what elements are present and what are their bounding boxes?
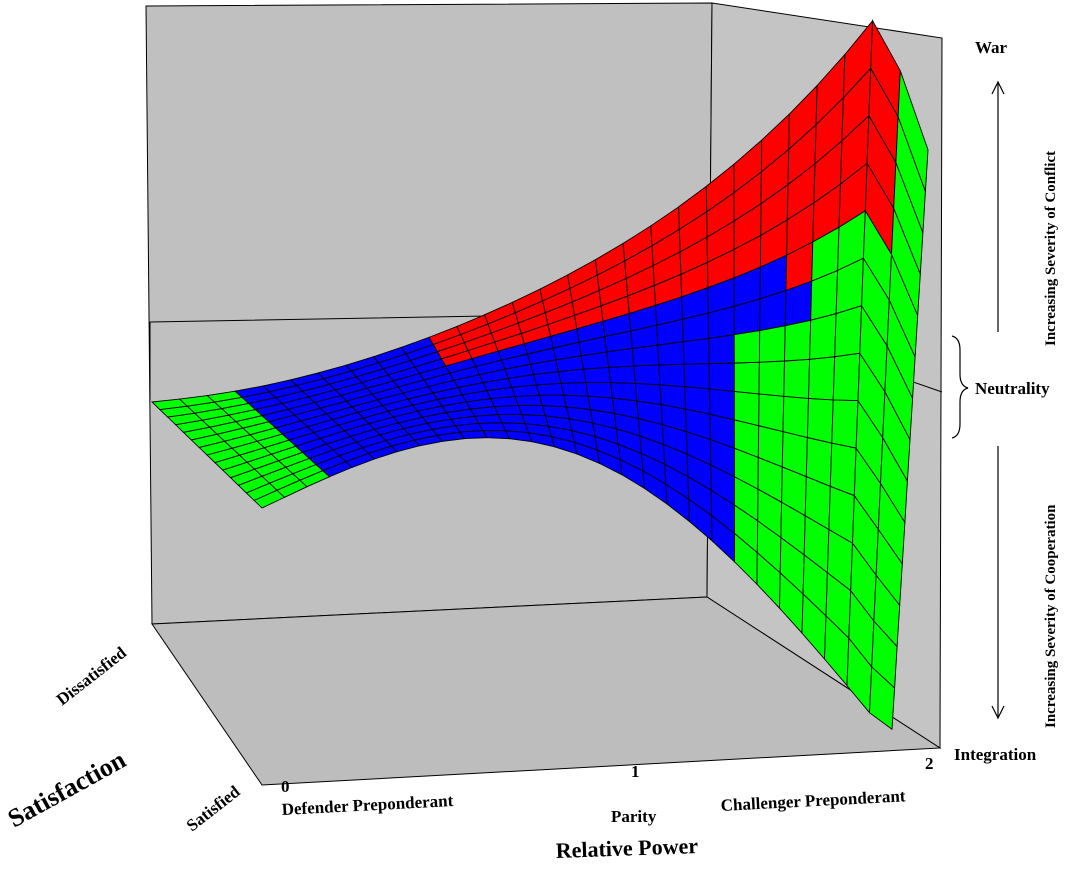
- surface-cell-230: [608, 365, 636, 384]
- surface-cell-342: [808, 356, 836, 401]
- surface-cell-243: [634, 382, 662, 406]
- surface-cell-271: [684, 386, 711, 415]
- surface-cell-356: [832, 352, 861, 402]
- surface-cell-172: [514, 394, 544, 406]
- surface-mesh: [150, 19, 929, 731]
- x-tick-caption-1: Parity: [611, 807, 657, 826]
- surface-cell-155: [501, 422, 530, 434]
- surface-cell-285: [709, 388, 735, 421]
- x-tick-caption-2: Challenger Preponderant: [720, 786, 906, 815]
- surface-cell-327: [782, 395, 809, 439]
- surface-cell-313: [758, 393, 785, 433]
- surface-cell-273: [682, 337, 710, 365]
- surface-cell-187: [535, 382, 565, 396]
- neutrality-label: Neutrality: [975, 379, 1050, 398]
- surface-cell-329: [784, 319, 812, 362]
- surface-cell-201: [560, 382, 589, 397]
- surface-cell-229: [610, 382, 638, 402]
- surface-cell-301: [733, 329, 761, 364]
- surface-cell-314: [758, 360, 785, 397]
- cooperation-axis-label: Increasing Severity of Cooperation: [1043, 504, 1059, 728]
- x-axis-title: Relative Power: [555, 833, 698, 863]
- surface-cell-299: [733, 390, 760, 427]
- surface-cell-315: [758, 325, 786, 363]
- surface-cell-216: [583, 366, 612, 384]
- x-tick-number-1: 1: [631, 762, 640, 781]
- surface-cell-287: [708, 334, 735, 365]
- surface-cell-140: [482, 430, 511, 440]
- integration-label: Integration: [954, 745, 1037, 764]
- surface-cell-156: [497, 414, 526, 425]
- surface-cell-171: [517, 404, 547, 417]
- surface-cell-391: [897, 70, 929, 192]
- surface-cell-355: [831, 399, 859, 449]
- surface-cell-244: [633, 364, 661, 386]
- surface-cell-215: [585, 382, 614, 399]
- surface-cell-257: [659, 384, 687, 410]
- surface-cell-258: [658, 363, 686, 388]
- surface-cell-259: [657, 341, 685, 366]
- surface-cell-354: [829, 442, 857, 497]
- cooperation-arrow-head: [991, 705, 1005, 720]
- surface-cell-357: [834, 305, 863, 358]
- surface-cell-272: [683, 363, 711, 390]
- conflict-arrow-head: [991, 80, 1005, 95]
- war-label: War: [975, 38, 1008, 57]
- surface-cell-141: [477, 422, 507, 432]
- neutrality-brace: [951, 335, 969, 439]
- surface-cell-343: [809, 313, 837, 360]
- surface-cell-328: [783, 358, 811, 399]
- x-tick-number-0: 0: [281, 777, 290, 796]
- surface-cell-341: [806, 397, 834, 444]
- x-tick-caption-0: Defender Preponderant: [281, 791, 454, 819]
- y-axis-title: Satisfaction: [3, 745, 131, 834]
- surface-cell-300: [733, 361, 760, 395]
- surface-cell-186: [538, 394, 567, 408]
- conflict-axis-label: Increasing Severity of Conflict: [1043, 151, 1059, 346]
- surface-cell-286: [708, 362, 735, 392]
- floor: [151, 596, 942, 786]
- surface-cell-200: [563, 394, 591, 411]
- x-tick-number-2: 2: [925, 754, 934, 773]
- y-tick-satisfied: Satisfied: [183, 781, 244, 835]
- y-tick-dissatisfied: Dissatisfied: [53, 643, 131, 709]
